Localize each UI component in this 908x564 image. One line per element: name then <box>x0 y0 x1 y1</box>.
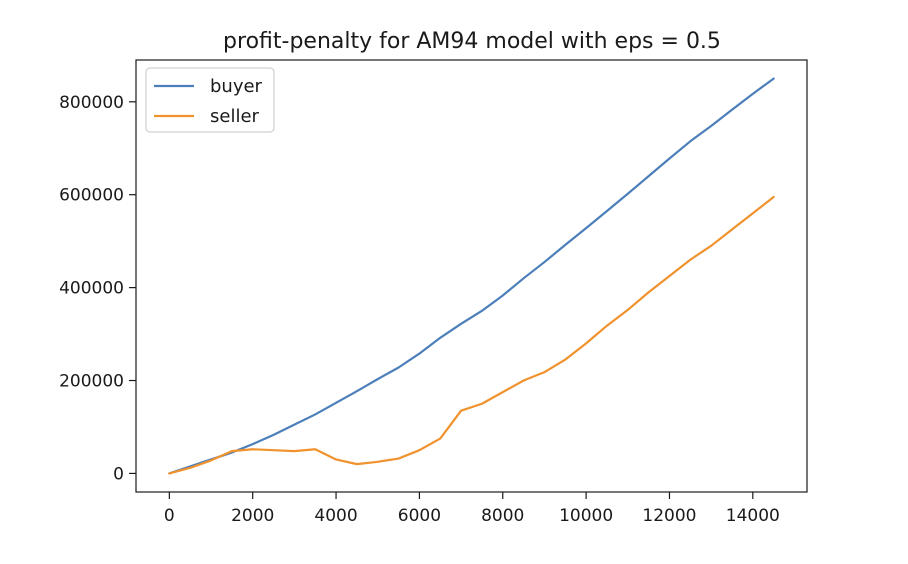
y-tick-label: 800000 <box>59 93 124 113</box>
y-tick-label: 0 <box>113 464 124 484</box>
series-line-buyer <box>168 77 775 475</box>
y-tick-label: 400000 <box>59 279 124 299</box>
legend: buyer seller <box>145 67 275 133</box>
y-axis: 0 200000 400000 600000 800000 <box>59 93 136 484</box>
x-tick-label: 6000 <box>398 506 441 526</box>
x-tick-label: 0 <box>164 506 175 526</box>
legend-label-buyer: buyer <box>210 76 263 97</box>
x-axis: 0 2000 4000 6000 8000 10000 12000 14000 <box>164 492 780 526</box>
chart-title: profit-penalty for AM94 model with eps =… <box>223 29 721 54</box>
series-line-seller <box>168 195 775 475</box>
x-tick-label: 14000 <box>726 506 780 526</box>
plot-frame <box>135 59 808 493</box>
x-tick-label: 4000 <box>314 506 357 526</box>
y-tick-label: 600000 <box>59 186 124 206</box>
y-tick-label: 200000 <box>59 372 124 392</box>
x-tick-label: 10000 <box>559 506 613 526</box>
legend-label-seller: seller <box>210 106 260 127</box>
x-tick-label: 2000 <box>231 506 274 526</box>
series-layer <box>168 77 775 475</box>
x-tick-label: 12000 <box>642 506 696 526</box>
x-tick-label: 8000 <box>481 506 524 526</box>
